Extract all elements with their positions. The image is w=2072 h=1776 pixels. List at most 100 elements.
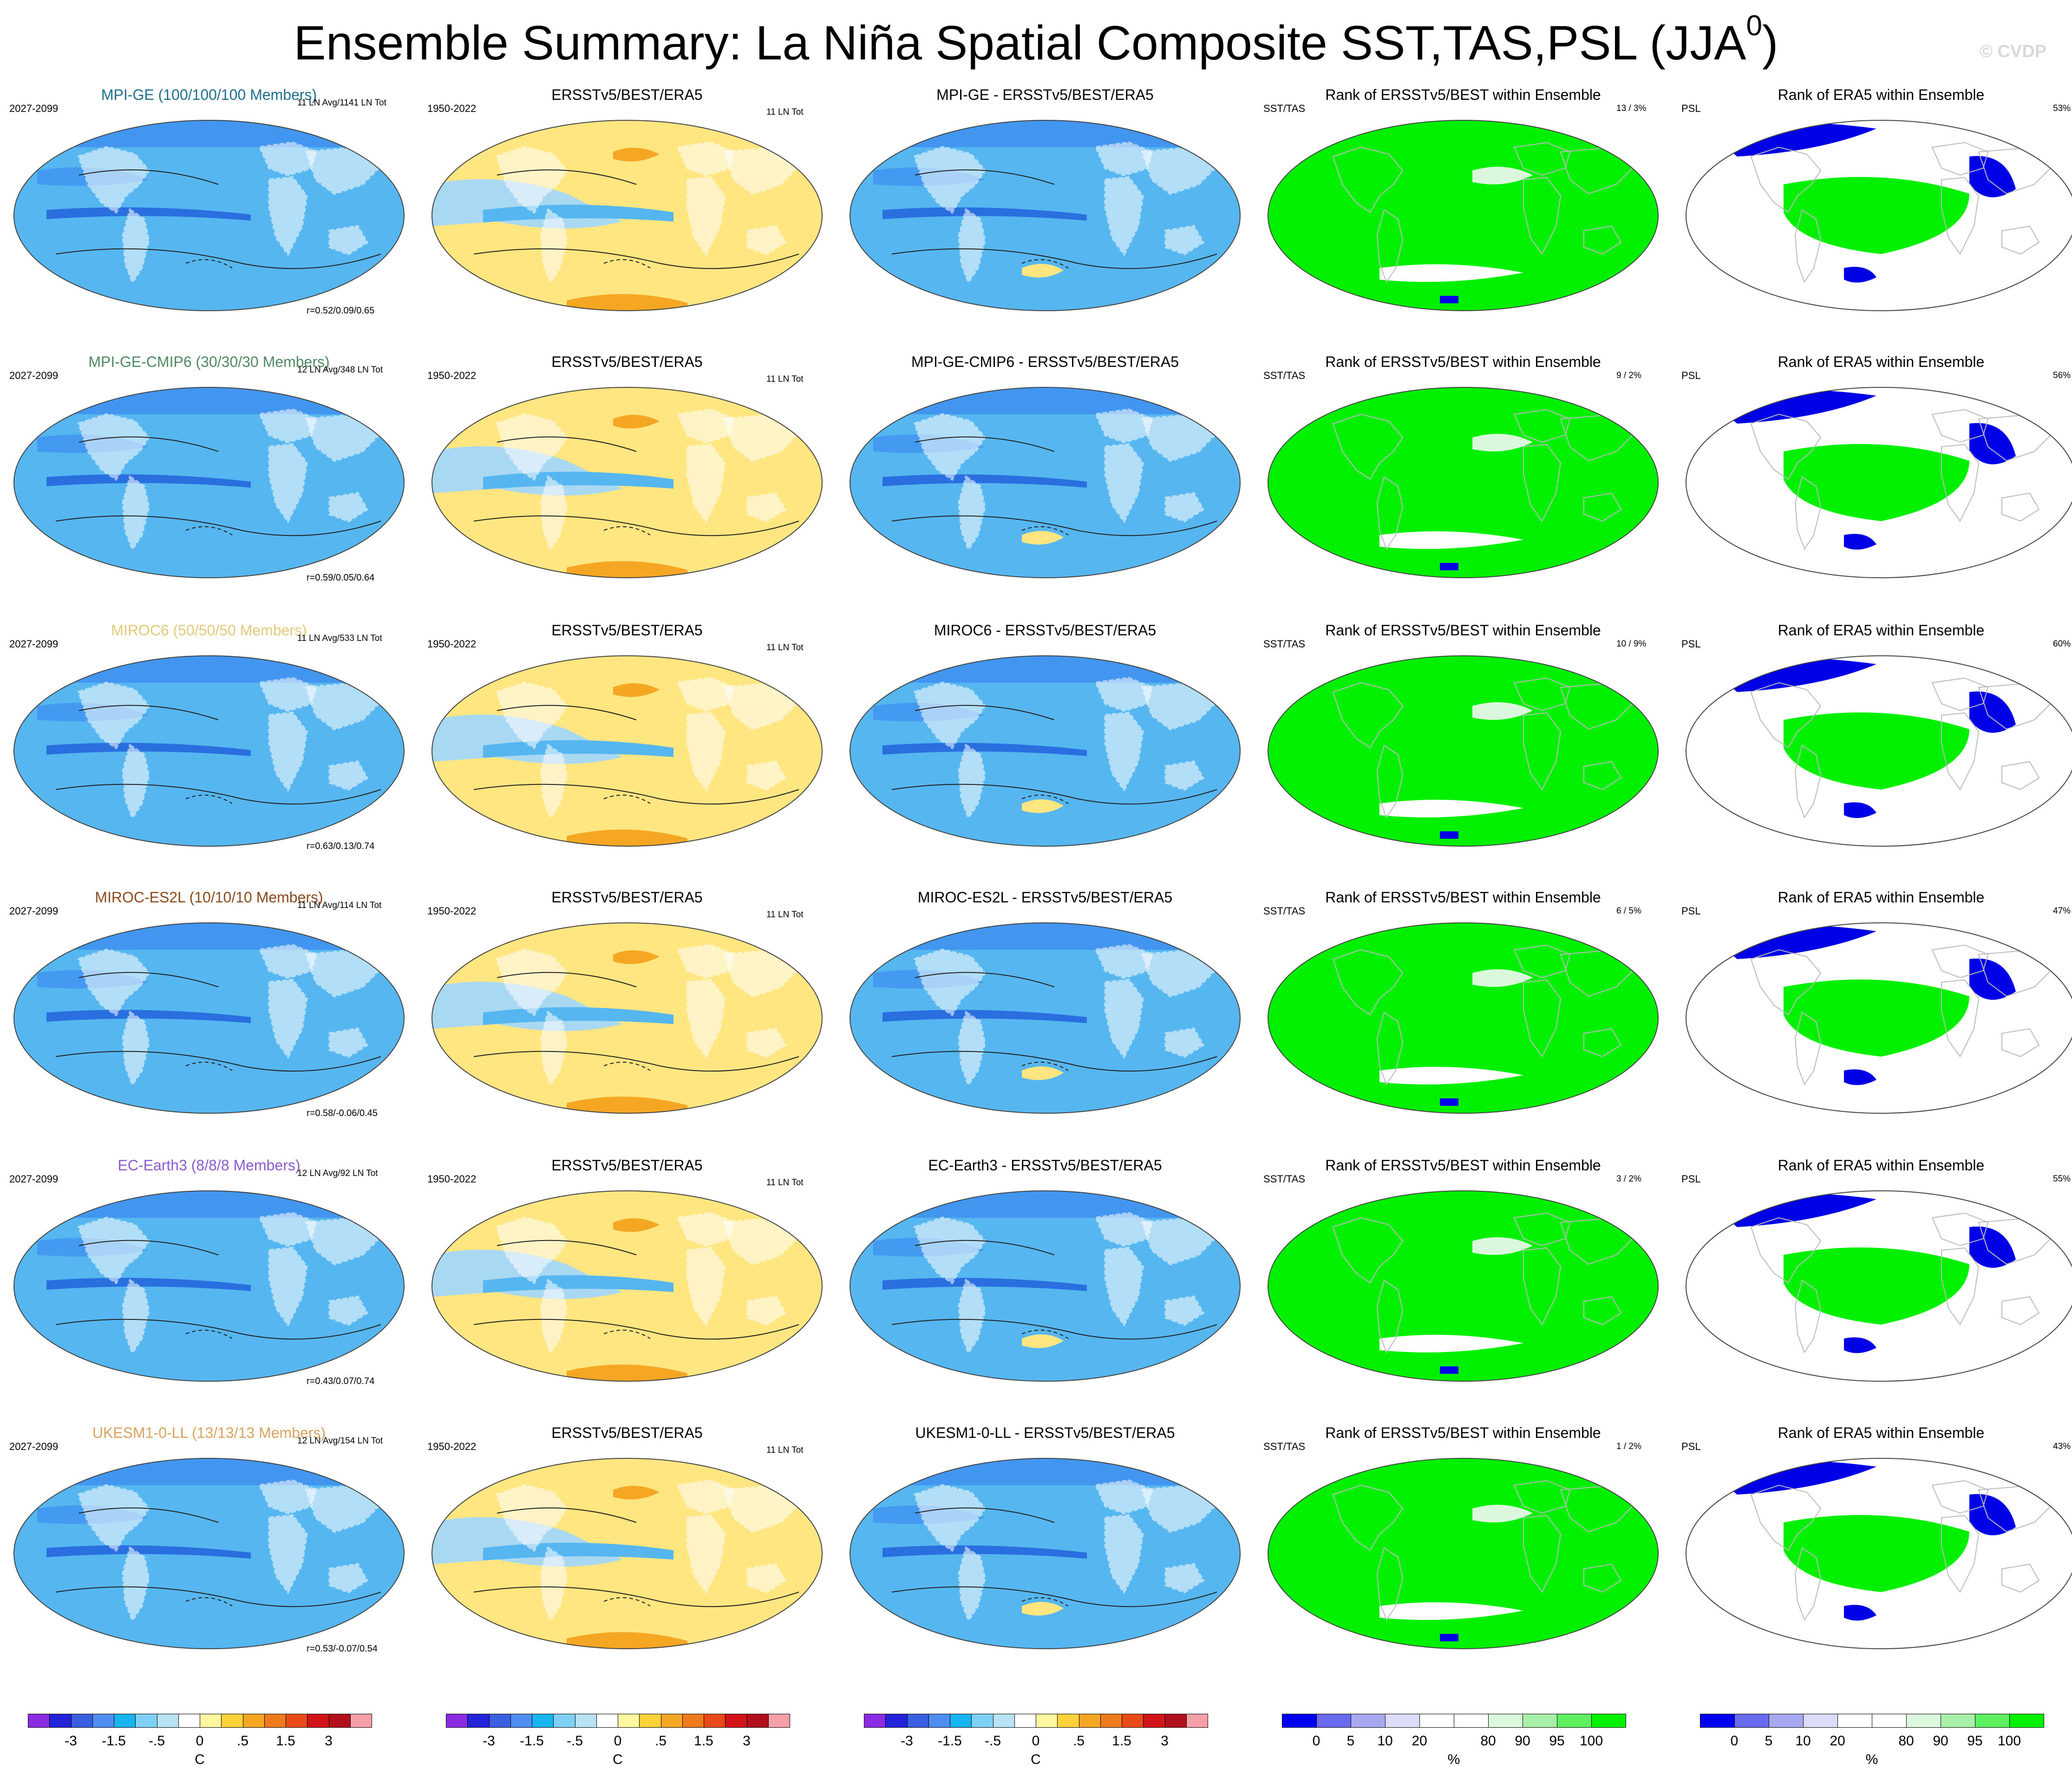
rank-psl-map <box>1686 120 2072 311</box>
continent-outline <box>1376 1547 1404 1621</box>
map-border <box>1268 1190 1659 1382</box>
rank-sst-map <box>1268 1190 1659 1382</box>
rank-psl-pct: 56% <box>2053 371 2071 380</box>
model-map <box>13 387 405 578</box>
colorbar-swatch <box>864 1714 886 1728</box>
continent-outline <box>686 712 726 792</box>
neutral-rank-patch <box>1472 1505 1533 1522</box>
colorbar-swatch <box>71 1714 93 1728</box>
low-rank-patch <box>1440 1098 1458 1106</box>
rank-psl-title: Rank of ERA5 within Ensemble <box>1778 1424 1985 1441</box>
continent-outline <box>122 208 150 285</box>
colorbar-swatch <box>704 1714 726 1728</box>
continent-outline <box>1794 1280 1822 1354</box>
model-count: 11 LN Avg/533 LN Tot <box>297 633 382 643</box>
continent-outline <box>1513 1212 1571 1247</box>
psl-contour <box>891 1586 1217 1607</box>
continent-outline <box>1104 1514 1144 1594</box>
colorbar-swatch <box>1769 1714 1804 1728</box>
colorbar-swatch <box>28 1714 50 1728</box>
colorbar-unit: C <box>1031 1752 1041 1767</box>
psl-contour <box>55 784 381 805</box>
continent-outline <box>1513 409 1571 443</box>
colorbar-swatch <box>1803 1714 1838 1728</box>
diff-title: MIROC-ES2L - ERSSTv5/BEST/ERA5 <box>917 889 1173 906</box>
rank-psl-title: Rank of ERA5 within Ensemble <box>1778 353 1985 370</box>
colorbar-swatch <box>242 1714 265 1728</box>
map-border <box>1268 655 1659 847</box>
continent-outline <box>1941 979 1980 1058</box>
pattern-correlation: r=0.58/-0.06/0.45 <box>307 1108 378 1118</box>
colorbar-swatch <box>510 1714 532 1728</box>
rank-psl-var: PSL <box>1681 1441 1701 1452</box>
continent-outline <box>958 475 986 552</box>
equatorial-cold-tongue <box>882 474 1087 488</box>
continent-outline <box>77 146 150 214</box>
colorbar-tick-label: 0 <box>196 1733 204 1749</box>
colorbar-tick-label: 100 <box>1579 1733 1603 1749</box>
colorbar-swatch <box>489 1714 511 1728</box>
colorbar-swatch <box>1036 1714 1058 1728</box>
colorbar-swatch <box>725 1714 747 1728</box>
temperature-colorbar: -3 -1.5 -.5 0 .5 1.5 3 C <box>28 1714 372 1774</box>
high-latitude-band <box>14 656 404 683</box>
map-border <box>850 1458 1241 1649</box>
continent-outline <box>540 475 568 552</box>
colorbar-swatch <box>746 1714 769 1728</box>
colorbar-swatch <box>157 1714 179 1728</box>
rank-sst-title: Rank of ERSSTv5/BEST within Ensemble <box>1325 1157 1601 1174</box>
psl-contour <box>915 169 1055 185</box>
colorbar-swatch <box>1591 1714 1626 1728</box>
continent-outline <box>1794 1547 1822 1621</box>
colorbar-swatch <box>1351 1714 1386 1728</box>
continent-outline <box>1513 944 1571 979</box>
continent-outline <box>1931 944 1989 979</box>
psl-contour <box>497 1507 637 1523</box>
map-border <box>1686 655 2072 847</box>
equatorial-cold-tongue <box>46 743 251 756</box>
field-background <box>1268 1191 1658 1381</box>
southern-warm-band <box>567 561 687 578</box>
colorbar-tick-label: 95 <box>1967 1733 1983 1749</box>
map-border <box>1686 387 2072 578</box>
colorbar-tick-label: -3 <box>901 1733 913 1749</box>
southern-warm-band <box>567 1097 687 1113</box>
neutral-rank-patch <box>1379 800 1523 817</box>
continent-outline <box>495 681 569 750</box>
colorbar-swatch <box>950 1714 972 1728</box>
low-rank-patch <box>1440 1634 1458 1641</box>
colorbar-swatch <box>114 1714 136 1728</box>
map-border <box>431 120 823 311</box>
difference-map <box>850 655 1241 847</box>
difference-map <box>850 1190 1241 1382</box>
colorbar-swatch <box>307 1714 329 1728</box>
continent-outline <box>913 413 987 481</box>
continent-outline <box>1941 1247 1980 1325</box>
field-background <box>1268 923 1658 1113</box>
equatorial-cold-tongue <box>882 1010 1087 1023</box>
rank-psl-map <box>1686 1458 2072 1649</box>
rank-psl-map <box>1686 655 2072 847</box>
colorbar-swatch <box>1975 1714 2010 1728</box>
colorbar-swatch <box>1078 1714 1101 1728</box>
equatorial-cold-tongue <box>46 1010 251 1023</box>
psl-contour <box>915 705 1055 720</box>
warm-anomaly-patch <box>1022 531 1064 545</box>
colorbar-swatch <box>885 1714 908 1728</box>
colorbar-tick-label: 5 <box>1346 1733 1355 1749</box>
warm-anomaly-patch <box>1022 799 1064 813</box>
continent-outline <box>1332 1217 1404 1284</box>
continent-outline <box>495 146 569 214</box>
equatorial-cold-tongue <box>46 207 251 221</box>
psl-contour <box>78 972 219 987</box>
continent-outline <box>328 1295 369 1326</box>
high-rank-patch <box>1784 712 1969 790</box>
colorbar-tick-label: 1.5 <box>276 1733 295 1749</box>
rank-sst-count: 1 / 2% <box>1616 1442 1641 1451</box>
continent-outline <box>958 1010 986 1087</box>
colorbar-tick-label: 20 <box>1830 1733 1845 1749</box>
continent-outline <box>2001 761 2040 790</box>
low-rank-patch <box>1844 1605 1876 1621</box>
warm-anomaly-patch <box>613 415 660 429</box>
map-border <box>13 387 405 578</box>
